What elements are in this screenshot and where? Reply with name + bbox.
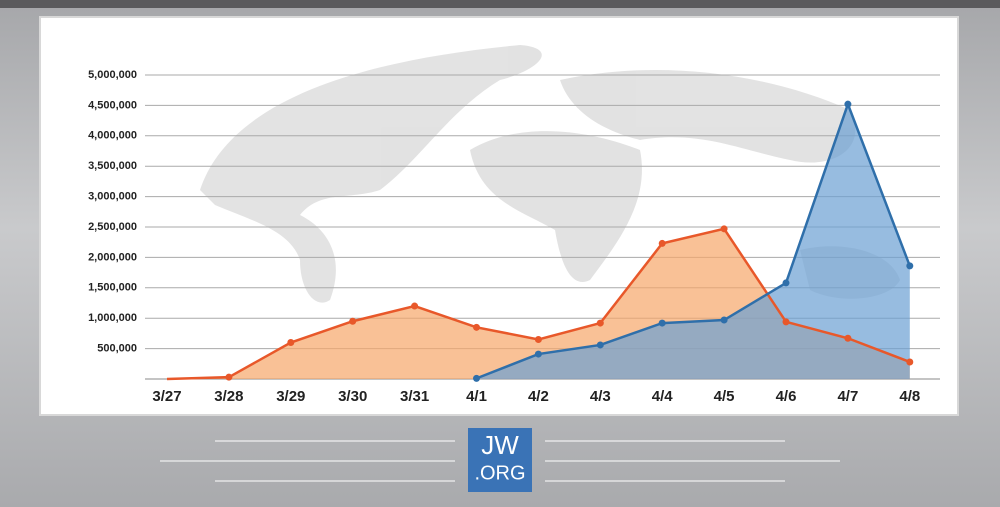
x-tick-label: 3/31 (400, 388, 429, 405)
point (658, 239, 666, 247)
point (658, 319, 666, 327)
x-tick-label: 4/7 (837, 388, 858, 405)
y-tick-label: 1,500,000 (88, 282, 137, 294)
point (473, 374, 480, 382)
point (844, 334, 852, 342)
y-tick-label: 1,000,000 (88, 312, 137, 324)
x-tick-label: 4/4 (652, 388, 674, 405)
x-tick-label: 4/1 (466, 388, 487, 405)
x-tick-label: 3/27 (152, 388, 181, 405)
y-tick-label: 3,000,000 (88, 191, 137, 203)
line (476, 100, 911, 380)
point (906, 262, 914, 270)
point (534, 350, 542, 358)
point (473, 323, 480, 331)
x-tick-label: 4/2 (528, 388, 549, 405)
y-tick-label: 2,000,000 (88, 251, 137, 263)
point (349, 317, 357, 325)
area (476, 104, 910, 380)
x-tick-label: 3/30 (338, 388, 367, 405)
logo-text: .ORG (474, 462, 525, 484)
x-tick-label: 4/3 (590, 388, 611, 405)
point (720, 225, 728, 233)
y-tick-label: 5,000,000 (88, 69, 137, 81)
point (534, 335, 542, 343)
y-tick-label: 3,500,000 (88, 160, 137, 172)
logo-text: JW (481, 430, 519, 460)
point (782, 279, 790, 287)
y-tick-label: 500,000 (97, 343, 137, 355)
point (596, 341, 604, 349)
y-tick-label: 4,500,000 (88, 99, 137, 111)
x-tick-label: 4/6 (776, 388, 797, 405)
y-tick-label: 4,000,000 (88, 130, 137, 142)
y-tick-label: 2,500,000 (88, 221, 137, 233)
point (411, 302, 419, 310)
point (844, 100, 852, 108)
x-tick-label: 3/29 (276, 388, 305, 405)
decor-lines (160, 440, 840, 482)
point (287, 339, 295, 347)
point (906, 358, 914, 366)
point (720, 316, 728, 324)
logo-box (468, 428, 532, 492)
point (596, 319, 604, 327)
x-tick-label: 4/5 (714, 388, 735, 405)
point (782, 318, 790, 326)
x-tick-label: 3/28 (214, 388, 243, 405)
x-tick-label: 4/8 (899, 388, 920, 405)
point (225, 373, 233, 381)
